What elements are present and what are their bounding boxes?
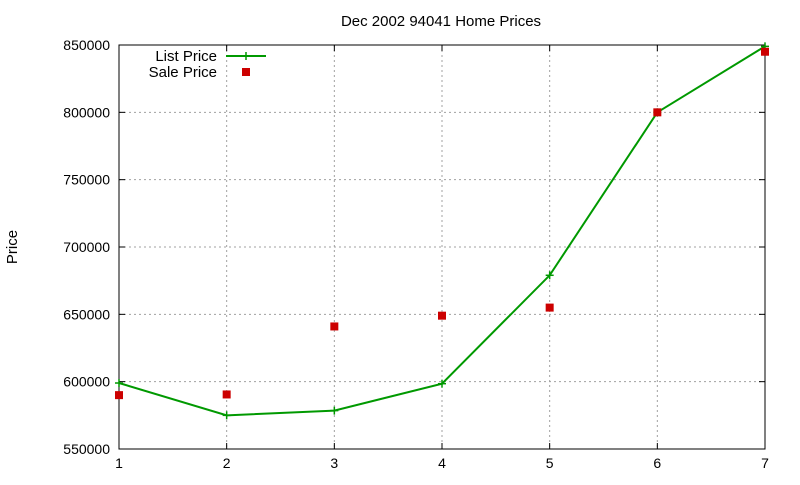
y-tick-label: 700000 [63, 239, 110, 255]
legend-label: List Price [155, 48, 217, 65]
y-tick-label: 850000 [63, 37, 110, 53]
y-tick-label: 550000 [63, 441, 110, 457]
y-axis-label: Price [4, 230, 21, 264]
y-tick-label: 800000 [63, 104, 110, 120]
y-tick-label: 600000 [63, 374, 110, 390]
legend-item-list-price: List Price [155, 48, 266, 65]
list-price-point [330, 406, 339, 415]
legend-label: Sale Price [149, 64, 217, 81]
legend-marker [242, 68, 250, 76]
sale-price-point [438, 311, 446, 320]
sale-price-point [653, 108, 662, 117]
legend-marker [242, 52, 250, 60]
list-price-point [438, 379, 446, 388]
x-tick-label: 4 [438, 455, 446, 471]
x-tick-label: 3 [330, 455, 338, 471]
list-price-point [222, 411, 231, 420]
x-tick-label: 6 [653, 455, 661, 471]
list-price-point [545, 271, 554, 280]
y-tick-label: 750000 [63, 172, 110, 188]
sale-price-point [115, 391, 123, 400]
sale-price-point [330, 322, 339, 331]
sale-price-point [545, 303, 554, 312]
legend-item-sale-price: Sale Price [149, 64, 250, 81]
sale-price-point [761, 47, 769, 56]
y-tick-label: 650000 [63, 306, 110, 322]
sale-price-series [115, 47, 769, 400]
x-tick-label: 1 [115, 455, 123, 471]
x-tick-label: 2 [223, 455, 231, 471]
axes: 1 2 3 4 5 6 7 550000 600000 650000 700000 750000 800… [63, 37, 769, 471]
series-layer [115, 42, 769, 420]
chart-title: Dec 2002 94041 Home Prices [341, 13, 541, 30]
x-tick-label: 5 [546, 455, 554, 471]
x-tick-label: 7 [761, 455, 769, 471]
sale-price-point [222, 390, 231, 399]
list-price-point [115, 379, 123, 388]
